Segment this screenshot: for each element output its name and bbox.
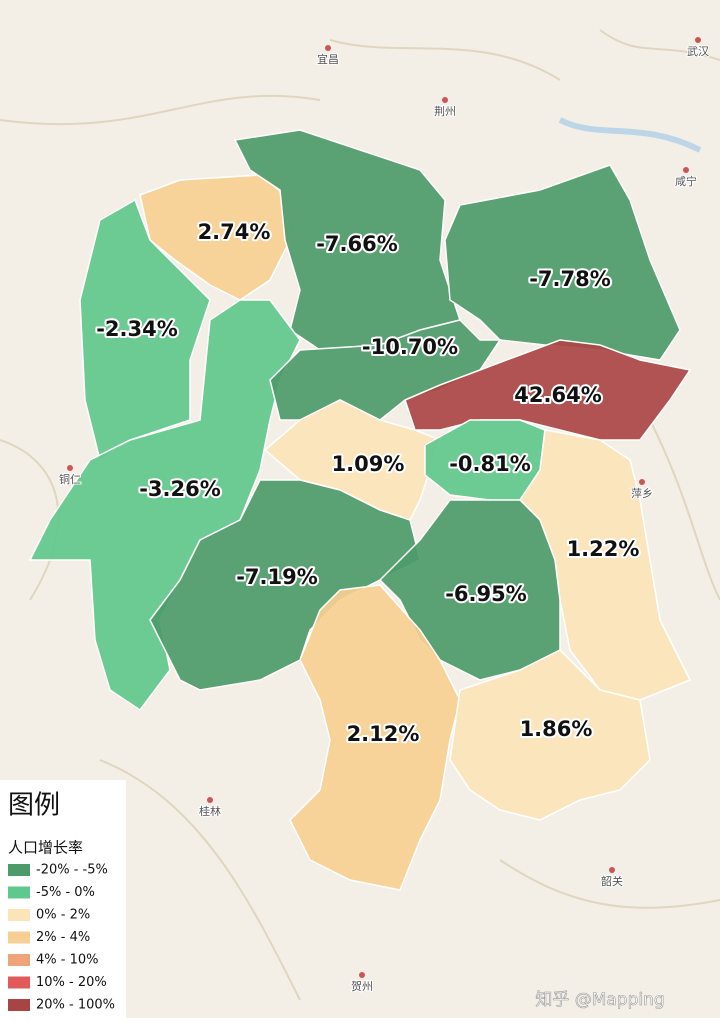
region-label: -7.19% — [236, 565, 318, 589]
river — [558, 117, 702, 153]
city-label: 荆州 — [434, 105, 456, 118]
city-dot — [207, 797, 213, 803]
legend-label: 2% - 4% — [36, 930, 90, 945]
legend-label: 20% - 100% — [36, 998, 115, 1013]
region-label: 2.74% — [198, 220, 271, 244]
city-label: 宜昌 — [317, 52, 339, 66]
legend-label: 4% - 10% — [36, 953, 98, 968]
legend-swatch — [8, 954, 30, 966]
city-label: 萍乡 — [631, 487, 653, 500]
region-label: 42.64% — [514, 383, 601, 407]
legend-swatch — [8, 931, 30, 944]
legend: -20% - -5% -5% - 0% 0% - 2% 2% - 4% 4% - 10%… — [8, 863, 115, 1013]
city-dot — [325, 45, 331, 51]
regions — [28, 129, 692, 891]
legend-swatch — [8, 976, 30, 989]
roads — [0, 29, 720, 1001]
legend-title: 图例 — [8, 791, 60, 821]
region-label: -3.26% — [139, 477, 221, 501]
labels: 2.74% -7.66% -7.78% -2.34% -3.26% -10.70% 42.6… — [94, 218, 641, 748]
region-label: -6.95% — [445, 582, 527, 606]
legend-label: -20% - -5% — [36, 863, 108, 878]
city-dot — [609, 867, 615, 873]
legend-swatch — [8, 999, 30, 1011]
city-dot — [695, 37, 701, 43]
city-dot — [683, 167, 689, 173]
region — [444, 164, 681, 361]
legend-swatch — [8, 864, 30, 876]
region-label: -2.34% — [96, 317, 178, 341]
city-label: 桂林 — [199, 804, 221, 818]
region-label: -7.78% — [529, 267, 611, 291]
city-label: 咸宁 — [675, 174, 697, 188]
region — [289, 584, 461, 891]
city-label: 贺州 — [351, 980, 373, 993]
legend-swatch — [8, 909, 30, 921]
city-label: 铜仁 — [59, 472, 81, 486]
city-dot — [67, 465, 73, 471]
legend-swatch — [8, 886, 30, 899]
region-label: 2.12% — [347, 722, 420, 746]
city-dot — [639, 479, 645, 485]
legend-subtitle: 人口增长率 — [8, 839, 83, 857]
region — [449, 649, 651, 821]
city-dot — [442, 97, 448, 103]
region-label: -0.81% — [449, 452, 531, 476]
region-label: -7.66% — [316, 232, 398, 256]
region-label: 1.09% — [332, 452, 405, 476]
region — [139, 174, 291, 301]
city-dot — [359, 972, 365, 978]
region — [79, 198, 211, 462]
region-label: 1.22% — [567, 537, 640, 561]
watermark: 知乎 @Mapping — [535, 990, 664, 1010]
city-label: 武汉 — [687, 45, 709, 58]
legend-label: 0% - 2% — [36, 908, 90, 923]
region-label: -10.70% — [362, 335, 458, 359]
region-label: 1.86% — [520, 717, 593, 741]
legend-label: 10% - 20% — [36, 975, 107, 990]
legend-label: -5% - 0% — [36, 885, 95, 900]
city-label: 韶关 — [601, 874, 623, 888]
